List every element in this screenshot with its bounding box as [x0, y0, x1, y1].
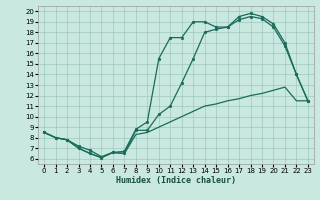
X-axis label: Humidex (Indice chaleur): Humidex (Indice chaleur) — [116, 176, 236, 185]
